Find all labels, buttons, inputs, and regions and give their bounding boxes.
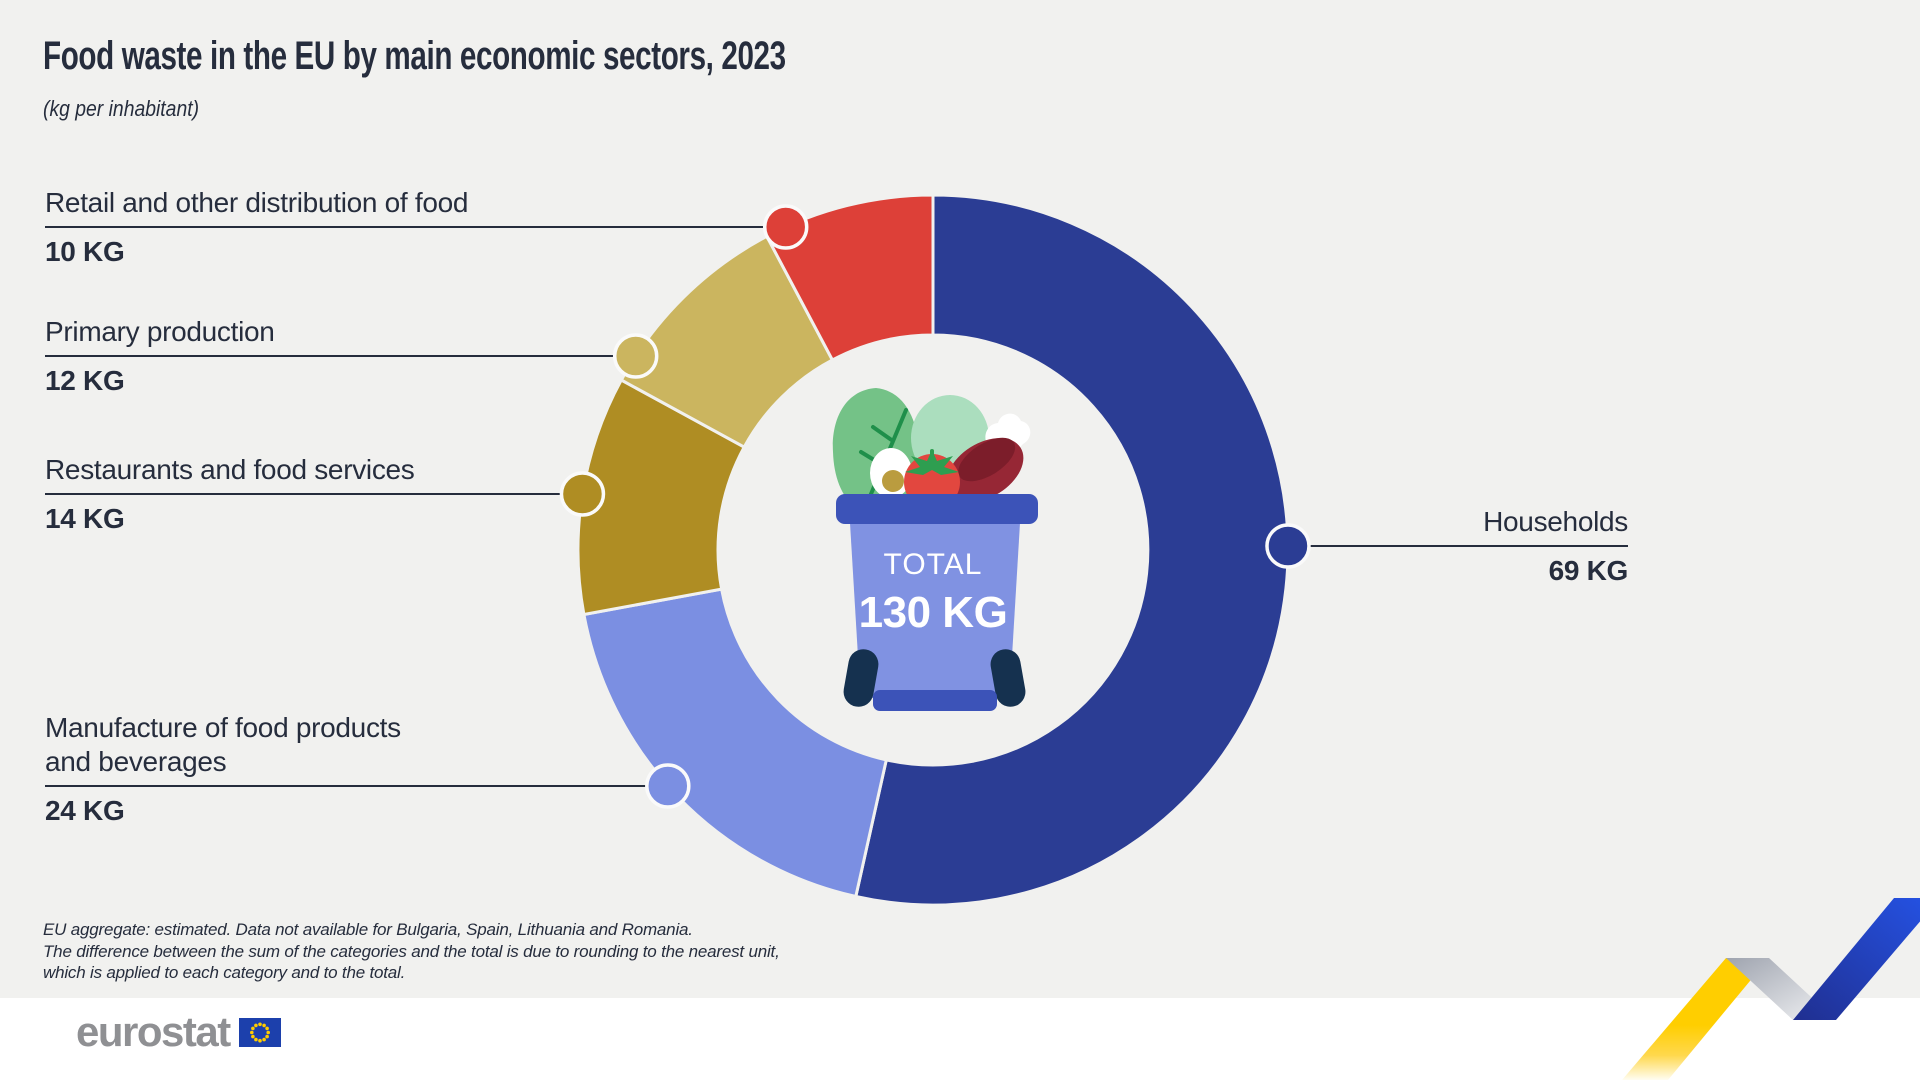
callout-dot <box>1265 523 1311 569</box>
category-label: Households <box>1483 506 1628 537</box>
callout-dot <box>559 471 606 517</box>
callout-dot <box>645 763 691 809</box>
category-label: Manufacture of food products and beverage… <box>45 712 401 777</box>
footnote-line: which is applied to each category and to… <box>43 963 406 982</box>
category-value: 24 KG <box>45 795 125 826</box>
eu-flag-star-icon <box>262 1023 266 1027</box>
tomato-leaves-icon <box>905 450 959 475</box>
callout-connectors <box>45 204 1628 809</box>
ribbon-blue-stripe <box>1793 898 1920 1020</box>
donut-segments <box>576 193 1290 907</box>
category-label: Retail and other distribution of food <box>45 187 469 218</box>
bin-wheel-left <box>843 649 879 707</box>
footnote-line: The difference between the sum of the ca… <box>43 941 780 961</box>
donut-segment-households <box>854 193 1290 907</box>
bin-body <box>850 523 1020 698</box>
eu-flag-star-icon <box>253 1037 258 1041</box>
ribbon-yellow-stripe <box>1622 958 1769 1080</box>
eu-flag-star-icon <box>257 1038 262 1042</box>
bin-lid <box>836 494 1038 524</box>
page-subtitle: (kg per inhabitant) <box>43 96 200 121</box>
bin-wheel-right <box>990 649 1026 707</box>
center-total-block: TOTAL 130 KG <box>813 548 1053 638</box>
ham-shadow-icon <box>958 437 1016 482</box>
eu-flag-star-icon <box>262 1037 266 1041</box>
eu-flag-star-icon <box>266 1030 270 1034</box>
footnote: EU aggregate: estimated. Data not availa… <box>43 919 780 984</box>
callout-dot <box>612 333 659 379</box>
eu-flag-star-icon <box>250 1034 255 1038</box>
eu-flag-icon <box>238 1017 281 1047</box>
category-value: 10 KG <box>45 236 125 267</box>
category-value: 12 KG <box>45 365 125 396</box>
eu-flag-star-icon <box>250 1026 255 1030</box>
category-label: Primary production <box>45 316 275 347</box>
category-value: 69 KG <box>1548 555 1629 586</box>
category-label: Restaurants and food services <box>45 454 415 485</box>
footer-band <box>0 998 1920 1080</box>
eu-flag-star-icon <box>265 1034 269 1038</box>
page-title: Food waste in the EU by main economic se… <box>43 34 786 78</box>
ribbon-decoration-icon <box>1622 898 1920 1080</box>
eu-flag-star-icon <box>253 1023 258 1027</box>
tomato-stem-icon <box>930 449 934 461</box>
eu-flag-star-icon <box>265 1026 269 1030</box>
callout-dot <box>762 204 809 250</box>
waste-bin-illustration <box>832 388 1038 711</box>
eu-flag-star-icon <box>257 1022 262 1026</box>
category-value: 14 KG <box>45 503 125 534</box>
donut-segment-manufacture-of-food-products-and-beverages <box>582 587 889 899</box>
donut-segment-retail-and-other-distribution-of-food <box>764 193 935 363</box>
footnote-line: EU aggregate: estimated. Data not availa… <box>43 920 693 939</box>
bin-base-bar <box>873 690 997 711</box>
eu-flag-star-icon <box>249 1030 254 1034</box>
eurostat-logo: eurostat <box>76 1008 281 1056</box>
total-value: 130 KG <box>858 588 1008 637</box>
egg-yolk-icon <box>882 470 904 492</box>
total-label: TOTAL <box>883 548 983 581</box>
eurostat-logo-text: eurostat <box>76 1008 231 1055</box>
